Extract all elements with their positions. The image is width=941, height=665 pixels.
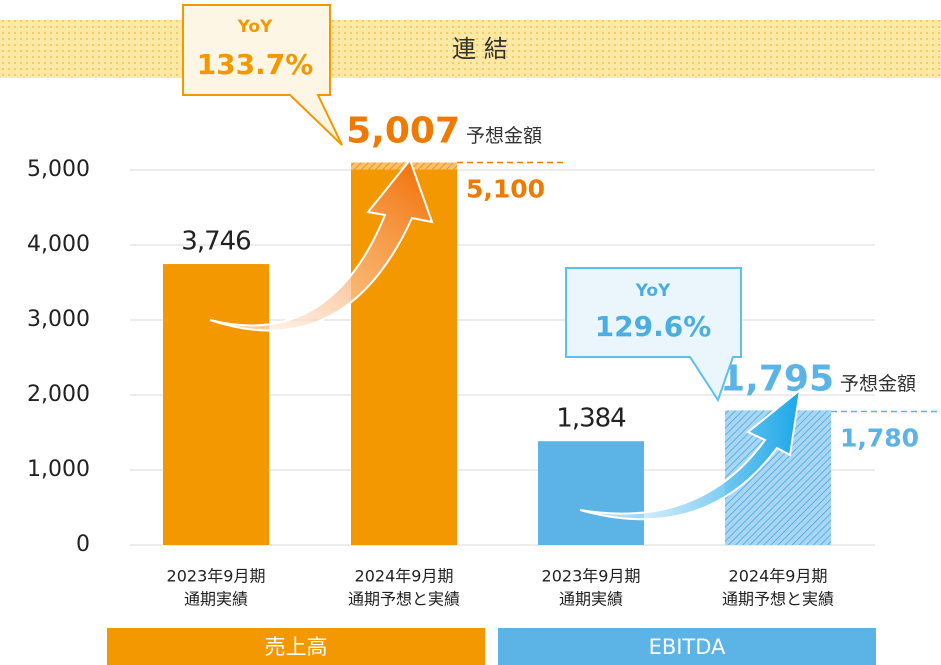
yoy-value: 133.7% — [197, 48, 314, 81]
x-tick-label: 2024年9月期 — [355, 567, 454, 586]
x-tick-label: 通期予想と実績 — [348, 590, 460, 609]
forecast-caption: 予想金額 — [840, 373, 916, 395]
group-band — [107, 628, 485, 665]
value-label: 5,007 — [346, 111, 460, 152]
y-tick-label: 5,000 — [27, 157, 90, 182]
plot: 01,0002,0003,0004,0005,0002023年9月期通期実績3,… — [27, 111, 941, 665]
yoy-label: YoY — [237, 17, 273, 37]
group-label: 売上高 — [265, 635, 328, 659]
y-tick-label: 2,000 — [27, 382, 90, 407]
group-band — [498, 628, 876, 665]
growth-arrow — [209, 157, 434, 332]
forecast-caption: 予想金額 — [466, 125, 542, 147]
chart-title: 連 結 — [452, 35, 508, 63]
x-tick-label: 通期予想と実績 — [722, 590, 834, 609]
y-tick-label: 4,000 — [27, 232, 90, 257]
yoy-value: 129.6% — [595, 310, 712, 343]
x-tick-label: 通期実績 — [559, 590, 623, 609]
bar — [163, 264, 269, 545]
forecast-label: 1,780 — [840, 424, 919, 453]
x-tick-label: 2023年9月期 — [167, 567, 266, 586]
x-tick-label: 2023年9月期 — [542, 567, 641, 586]
x-tick-label: 通期実績 — [184, 590, 248, 609]
value-label: 1,795 — [720, 358, 834, 399]
growth-arrow — [579, 387, 802, 521]
value-label: 1,384 — [556, 404, 626, 434]
yoy-label: YoY — [635, 281, 671, 301]
y-tick-label: 3,000 — [27, 307, 90, 332]
y-tick-label: 0 — [76, 532, 90, 557]
group-label: EBITDA — [649, 635, 726, 659]
yoy-callout — [182, 4, 343, 146]
bar — [538, 441, 644, 545]
x-tick-label: 2024年9月期 — [729, 567, 828, 586]
forecast-label: 5,100 — [466, 175, 545, 204]
y-tick-label: 1,000 — [27, 457, 90, 482]
value-label: 3,746 — [181, 227, 250, 257]
yoy-callout — [565, 267, 742, 403]
title-band — [0, 20, 941, 78]
